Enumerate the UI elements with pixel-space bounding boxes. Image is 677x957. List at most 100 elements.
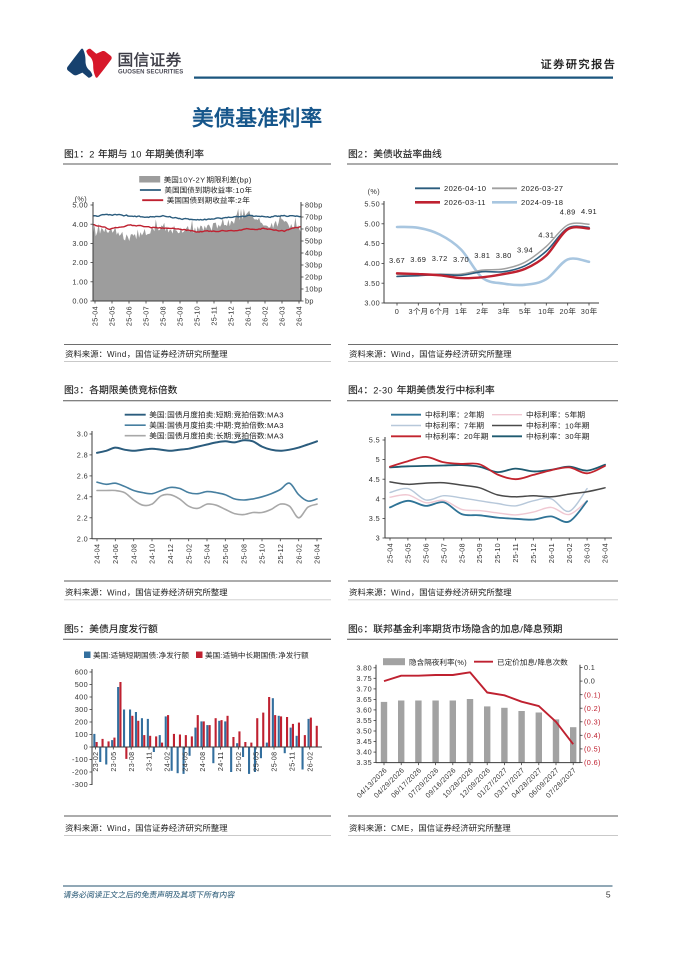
svg-text:50bp: 50bp: [305, 237, 323, 246]
svg-text:3.45: 3.45: [356, 737, 372, 746]
svg-text:40bp: 40bp: [305, 249, 323, 258]
svg-text:26-02: 26-02: [305, 752, 314, 772]
svg-text:300: 300: [75, 705, 88, 714]
svg-text:3.60: 3.60: [356, 706, 372, 715]
svg-text:30bp: 30bp: [305, 261, 323, 270]
svg-text:25-08: 25-08: [159, 306, 168, 326]
svg-text:3.75: 3.75: [356, 674, 372, 683]
svg-text::: :: [276, 651, 278, 660]
svg-text:Wind: Wind: [107, 824, 127, 833]
svg-text:24-04: 24-04: [93, 544, 102, 564]
svg-text:(%): (%): [368, 187, 380, 196]
svg-text:24-06: 24-06: [111, 544, 120, 564]
svg-text:3.69: 3.69: [410, 255, 426, 264]
svg-text:24-02: 24-02: [163, 752, 172, 772]
svg-text:100: 100: [75, 730, 88, 739]
svg-text:4: 4: [358, 385, 363, 395]
svg-text:26-04: 26-04: [295, 306, 304, 326]
svg-text:25-02: 25-02: [234, 752, 243, 772]
svg-text:80bp: 80bp: [305, 201, 323, 210]
svg-text:(%): (%): [455, 658, 467, 667]
svg-text:25-10: 25-10: [258, 544, 267, 564]
svg-text::: :: [213, 411, 216, 420]
svg-text:25-08: 25-08: [457, 543, 466, 563]
svg-text:(0.6): (0.6): [584, 758, 601, 767]
svg-text:3.80: 3.80: [356, 663, 372, 672]
svg-text:4.89: 4.89: [560, 208, 576, 217]
svg-text:2.4: 2.4: [77, 492, 88, 501]
svg-text:2.6: 2.6: [77, 472, 88, 481]
svg-text:600: 600: [75, 668, 88, 677]
svg-text:3.70: 3.70: [453, 255, 469, 264]
svg-text:25-11: 25-11: [210, 306, 219, 326]
svg-text:5.50: 5.50: [364, 200, 380, 209]
svg-text:25-05: 25-05: [108, 306, 117, 326]
svg-text:3.50: 3.50: [356, 727, 372, 736]
svg-text:2: 2: [89, 149, 94, 159]
svg-text:25-08: 25-08: [270, 752, 279, 772]
svg-text:2026-04-10: 2026-04-10: [444, 184, 486, 193]
svg-text:5.5: 5.5: [369, 436, 380, 445]
svg-text:10: 10: [538, 307, 547, 316]
svg-text:2-30: 2-30: [373, 385, 393, 395]
svg-text:30: 30: [581, 307, 590, 316]
svg-text:3: 3: [376, 534, 380, 543]
svg-text:25-05: 25-05: [252, 752, 261, 772]
svg-text:3.00: 3.00: [72, 239, 88, 248]
svg-text:25-07: 25-07: [142, 306, 151, 326]
svg-text:3.40: 3.40: [356, 748, 372, 757]
svg-text:70bp: 70bp: [305, 213, 323, 222]
svg-text:20bp: 20bp: [305, 273, 323, 282]
svg-text::MA3: :MA3: [265, 432, 284, 441]
svg-text:25-06: 25-06: [125, 306, 134, 326]
svg-text:4.00: 4.00: [72, 220, 88, 229]
svg-text:0.0: 0.0: [584, 677, 595, 686]
svg-text:25-11: 25-11: [287, 752, 296, 772]
svg-text:3.00: 3.00: [364, 299, 380, 308]
svg-text:5: 5: [606, 890, 611, 900]
svg-text:3.81: 3.81: [474, 251, 490, 260]
svg-text:2.8: 2.8: [77, 451, 88, 460]
svg-text:4.31: 4.31: [538, 231, 554, 240]
svg-text:2.2: 2.2: [77, 513, 88, 522]
svg-text:26-02: 26-02: [261, 306, 270, 326]
svg-text:0.1: 0.1: [584, 663, 595, 672]
svg-text:6: 6: [358, 624, 363, 634]
svg-text:2: 2: [464, 411, 468, 420]
svg-text:Wind: Wind: [391, 588, 411, 597]
svg-text:3.50: 3.50: [364, 279, 380, 288]
svg-text:3.5: 3.5: [369, 514, 380, 523]
svg-text:25-06: 25-06: [221, 544, 230, 564]
svg-text:25-04: 25-04: [203, 544, 212, 564]
svg-text::: :: [220, 651, 222, 660]
svg-text::MA3: :MA3: [265, 411, 284, 420]
svg-text:Wind: Wind: [391, 350, 411, 359]
svg-text:20: 20: [560, 307, 569, 316]
svg-text:26-02: 26-02: [294, 544, 303, 564]
svg-text:-200: -200: [72, 768, 88, 777]
svg-text:5: 5: [565, 411, 569, 420]
svg-text::: :: [231, 432, 234, 441]
svg-text:2026-03-11: 2026-03-11: [444, 198, 486, 207]
svg-text:25-10: 25-10: [493, 543, 502, 563]
svg-text:4.5: 4.5: [369, 475, 380, 484]
svg-text:24-05: 24-05: [180, 752, 189, 772]
svg-text:25-05: 25-05: [404, 543, 413, 563]
svg-text:25-04: 25-04: [91, 306, 100, 326]
svg-text:5: 5: [519, 307, 523, 316]
svg-text:2.00: 2.00: [72, 258, 88, 267]
svg-text:25-12: 25-12: [227, 306, 236, 326]
svg-text:23-05: 23-05: [109, 752, 118, 772]
svg-text:(0.3): (0.3): [584, 717, 601, 726]
svg-text:CME: CME: [391, 824, 410, 833]
svg-text:3.35: 3.35: [356, 758, 372, 767]
svg-text:(0.2): (0.2): [584, 704, 601, 713]
svg-text:3.72: 3.72: [432, 254, 448, 263]
svg-text:26-04: 26-04: [313, 544, 322, 564]
svg-text:26-02: 26-02: [565, 543, 574, 563]
svg-text:4.50: 4.50: [364, 239, 380, 248]
svg-text:/: /: [520, 624, 523, 634]
svg-text:24-11: 24-11: [216, 752, 225, 772]
svg-text:(0.5): (0.5): [584, 745, 601, 754]
svg-text:0.00: 0.00: [72, 297, 88, 306]
